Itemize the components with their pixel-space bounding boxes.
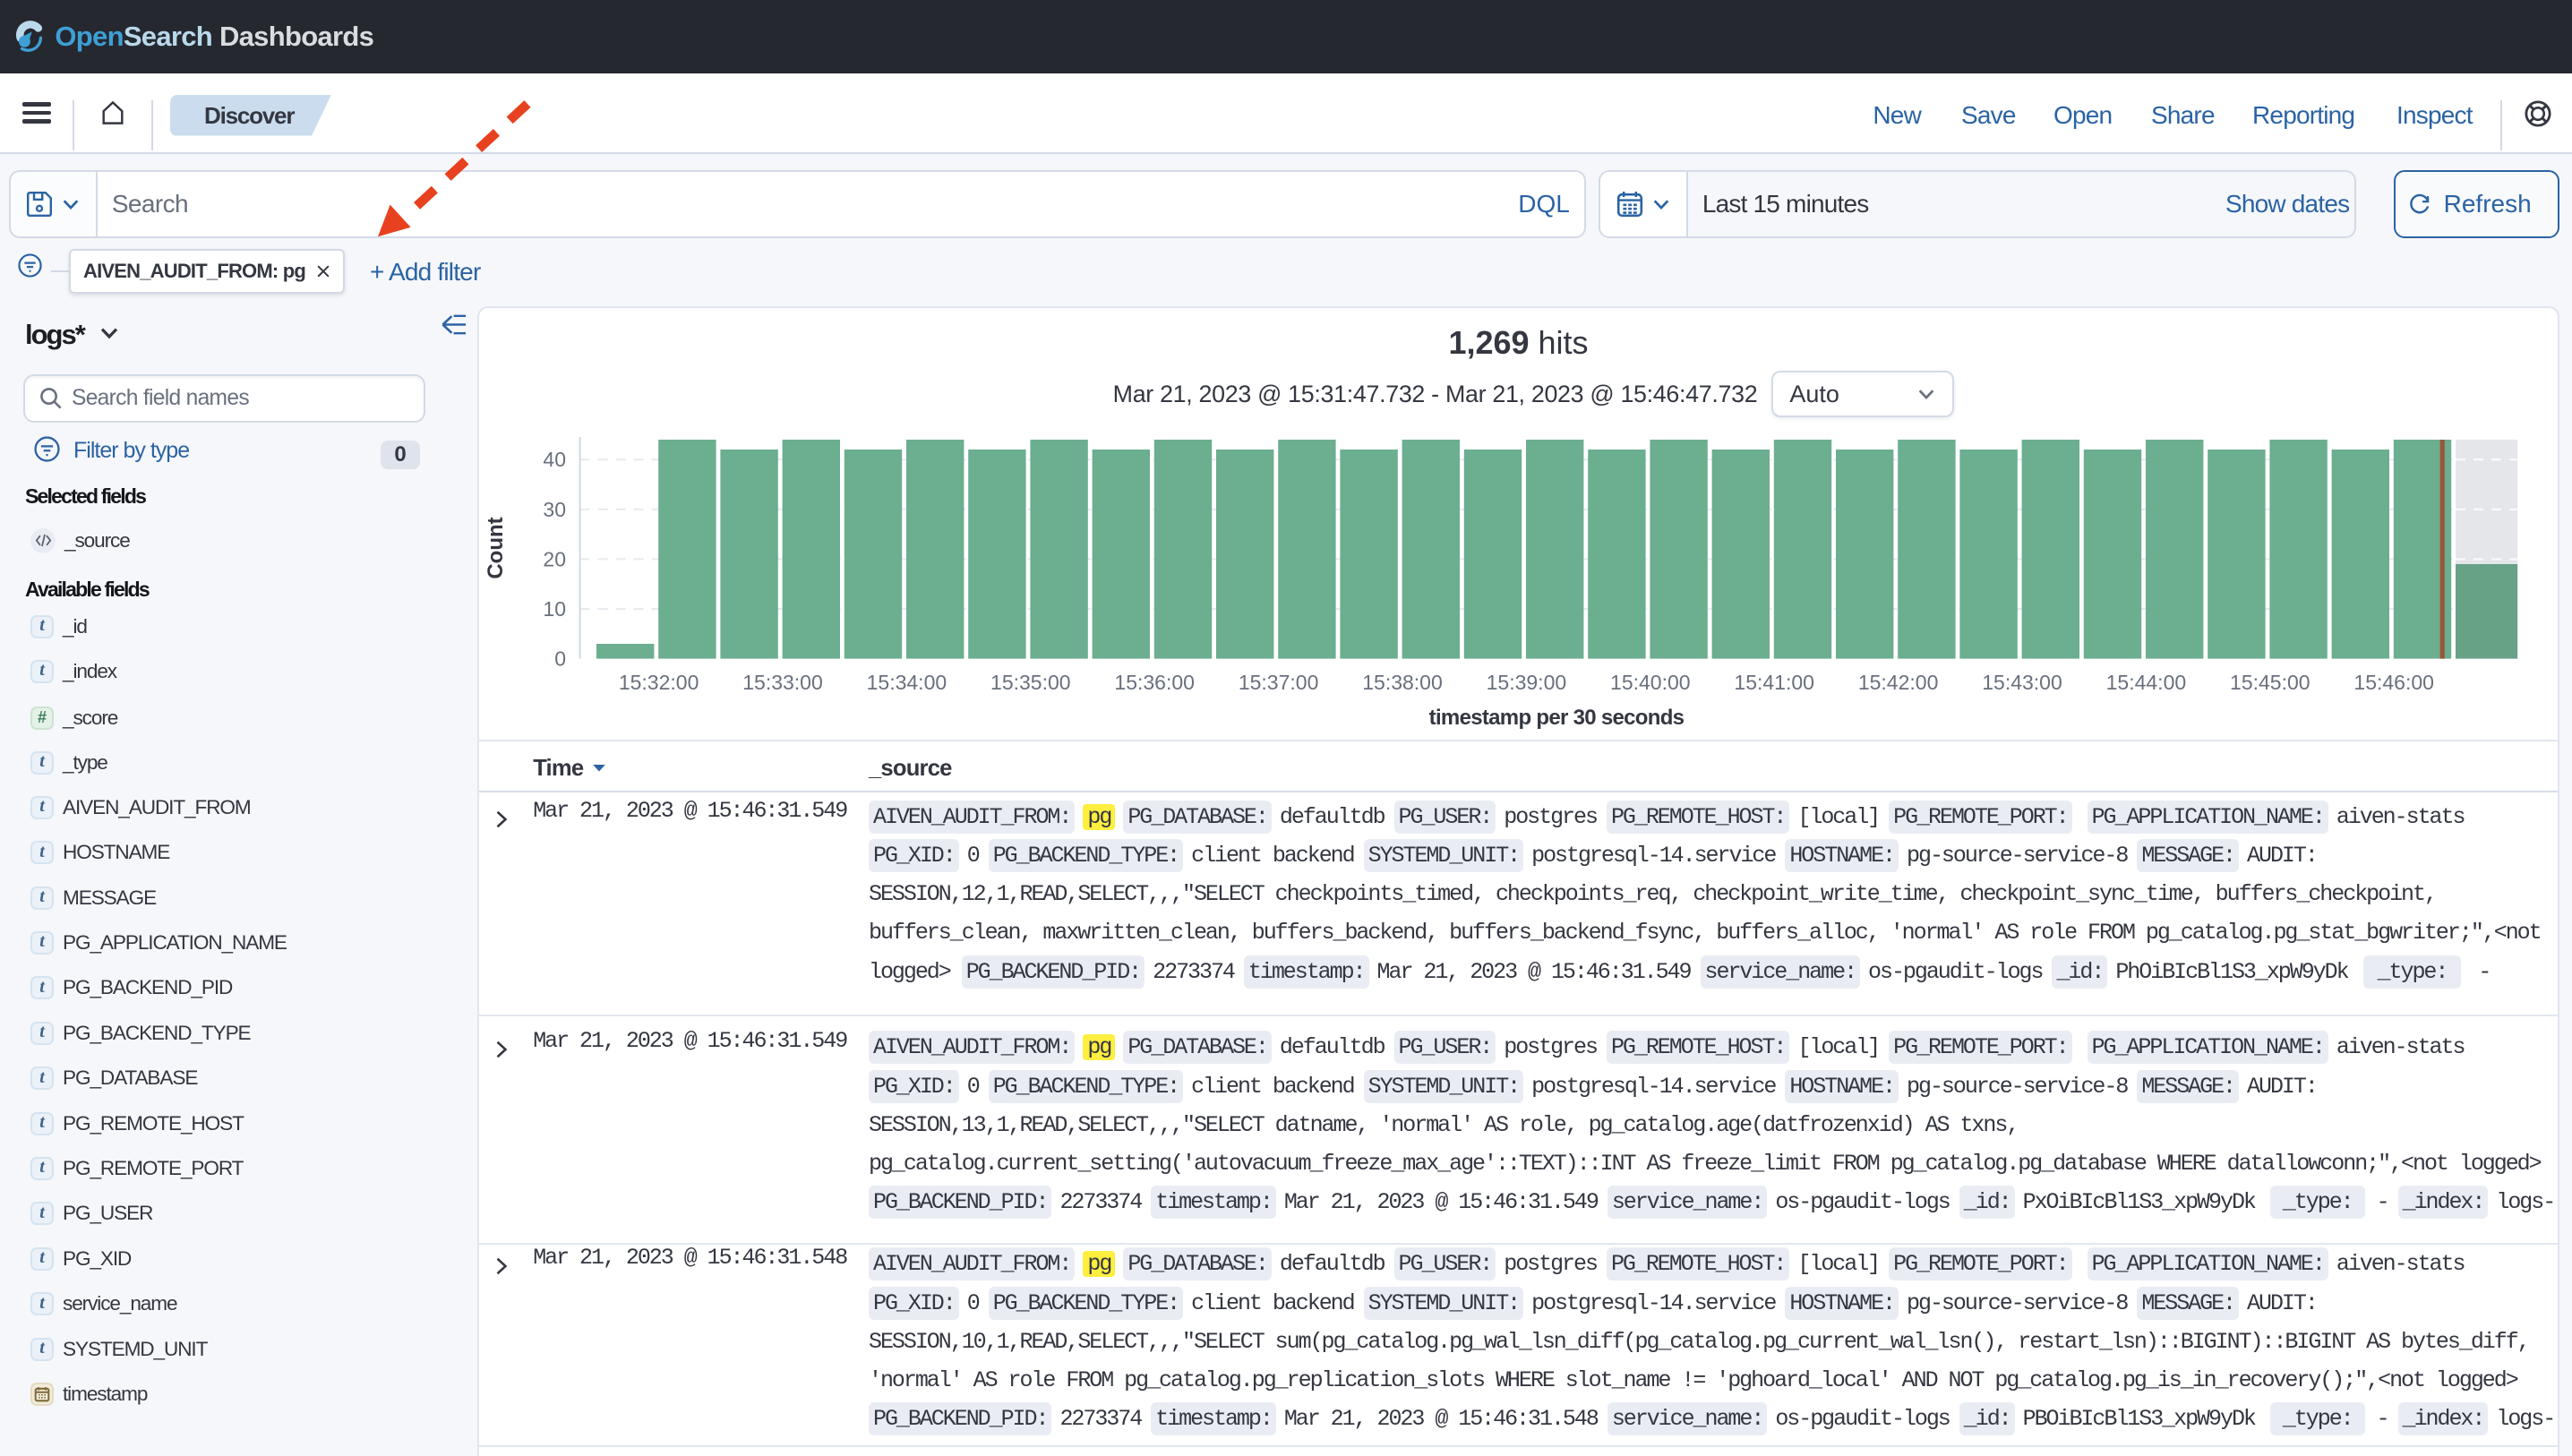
svg-text:15:40:00: 15:40:00 (1610, 671, 1691, 694)
svg-text:0: 0 (554, 647, 566, 671)
svg-text:20: 20 (543, 547, 566, 570)
svg-text:10: 10 (543, 597, 566, 621)
svg-text:15:35:00: 15:35:00 (990, 671, 1071, 694)
svg-text:15:37:00: 15:37:00 (1239, 671, 1319, 694)
svg-text:40: 40 (543, 448, 566, 471)
svg-text:15:44:00: 15:44:00 (2106, 671, 2187, 694)
svg-text:Count: Count (484, 517, 508, 578)
svg-text:15:45:00: 15:45:00 (2230, 671, 2311, 694)
svg-text:15:33:00: 15:33:00 (742, 671, 823, 694)
svg-text:15:41:00: 15:41:00 (1734, 671, 1814, 694)
svg-text:15:43:00: 15:43:00 (1982, 671, 2062, 694)
svg-text:15:46:00: 15:46:00 (2353, 671, 2434, 694)
svg-text:15:32:00: 15:32:00 (619, 671, 699, 694)
svg-text:15:38:00: 15:38:00 (1362, 671, 1443, 694)
svg-text:30: 30 (543, 498, 566, 521)
svg-text:15:34:00: 15:34:00 (867, 671, 947, 694)
svg-text:15:42:00: 15:42:00 (1858, 671, 1939, 694)
svg-text:15:36:00: 15:36:00 (1114, 671, 1195, 694)
svg-text:15:39:00: 15:39:00 (1487, 671, 1567, 694)
